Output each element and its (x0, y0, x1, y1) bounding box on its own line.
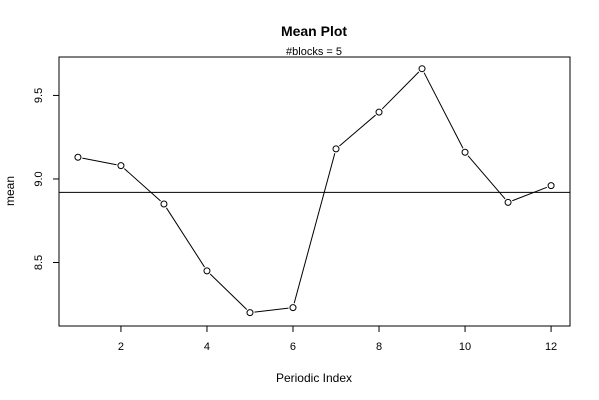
chart-title: Mean Plot (281, 23, 347, 39)
data-point (332, 145, 340, 153)
data-point (246, 309, 254, 317)
x-tick-label: 10 (459, 341, 471, 353)
x-tick-label: 2 (118, 341, 124, 353)
data-point (504, 198, 512, 206)
x-tick-label: 4 (204, 341, 210, 353)
plot-area-frame (58, 56, 571, 327)
y-tick-label: 9.0 (33, 171, 45, 186)
data-point (375, 108, 383, 116)
data-point (461, 148, 469, 156)
data-point (418, 65, 426, 73)
x-tick-label: 6 (290, 341, 296, 353)
data-points (74, 65, 555, 317)
data-point (117, 162, 125, 170)
data-point (74, 153, 82, 161)
y-axis-label: mean (3, 176, 17, 206)
y-tick-label: 8.5 (33, 255, 45, 270)
data-point (547, 182, 555, 190)
y-axis: 8.5 9.0 9.5 (33, 88, 59, 270)
data-point (289, 304, 297, 312)
x-tick-label: 8 (376, 341, 382, 353)
data-point (160, 200, 168, 208)
data-point (203, 267, 211, 275)
x-axis: 2 4 6 8 10 12 (118, 326, 557, 353)
x-axis-label: Periodic Index (276, 371, 352, 385)
y-tick-label: 9.5 (33, 88, 45, 103)
mean-series-line (82, 71, 548, 313)
chart-subtitle: #blocks = 5 (286, 46, 342, 58)
x-tick-label: 12 (545, 341, 557, 353)
